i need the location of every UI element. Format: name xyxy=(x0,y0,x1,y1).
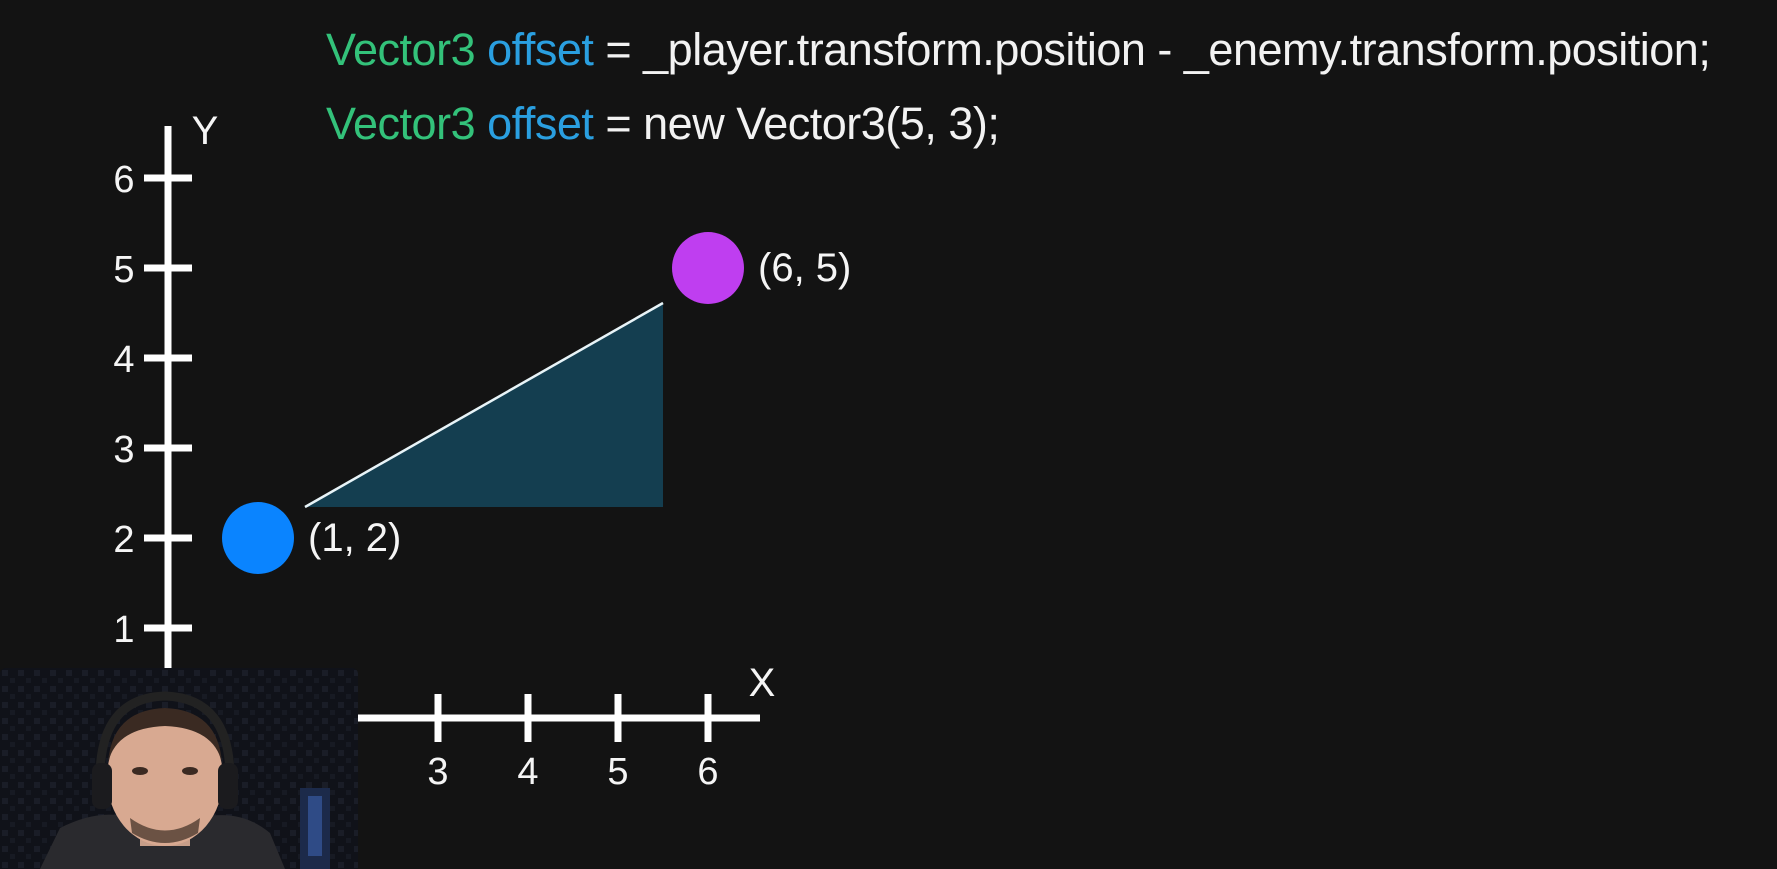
offset-vector-line xyxy=(304,301,664,509)
player-point xyxy=(222,502,294,574)
x-tick-label: 5 xyxy=(607,751,628,793)
y-tick-label: 2 xyxy=(113,519,134,561)
x-tick-label: 6 xyxy=(697,751,718,793)
code-line-offset-literal: Vector3 offset = new Vector3(5, 3); xyxy=(326,98,1000,149)
x-tick-label: 4 xyxy=(517,751,538,793)
presenter-webcam-icon xyxy=(0,668,358,869)
y-tick-label: 4 xyxy=(113,339,134,381)
code-variable-name: offset xyxy=(487,24,594,75)
x-axis-ticks: 3 4 5 6 xyxy=(427,694,719,793)
x-axis-name: X xyxy=(749,661,776,705)
y-axis-name: Y xyxy=(192,109,219,153)
y-axis-ticks: 1 2 3 4 5 6 xyxy=(113,159,192,651)
y-tick-label: 3 xyxy=(113,429,134,471)
y-tick-label: 6 xyxy=(113,159,134,201)
enemy-point xyxy=(672,232,744,304)
code-expression: = new Vector3(5, 3); xyxy=(593,98,1000,149)
code-type-keyword: Vector3 xyxy=(326,24,476,75)
player-point-label: (1, 2) xyxy=(308,516,401,560)
code-expression: = _player.transform.position - _enemy.tr… xyxy=(593,24,1711,75)
y-tick-label: 1 xyxy=(113,609,134,651)
enemy-point-label: (6, 5) xyxy=(758,246,851,290)
code-variable-name: offset xyxy=(487,98,594,149)
code-type-keyword: Vector3 xyxy=(326,98,476,149)
plotted-points: (1, 2) (6, 5) xyxy=(222,232,851,574)
presenter-webcam-overlay xyxy=(0,668,358,869)
x-tick-label: 3 xyxy=(427,751,448,793)
y-tick-label: 5 xyxy=(113,249,134,291)
code-line-offset-from-positions: Vector3 offset = _player.transform.posit… xyxy=(326,24,1711,75)
